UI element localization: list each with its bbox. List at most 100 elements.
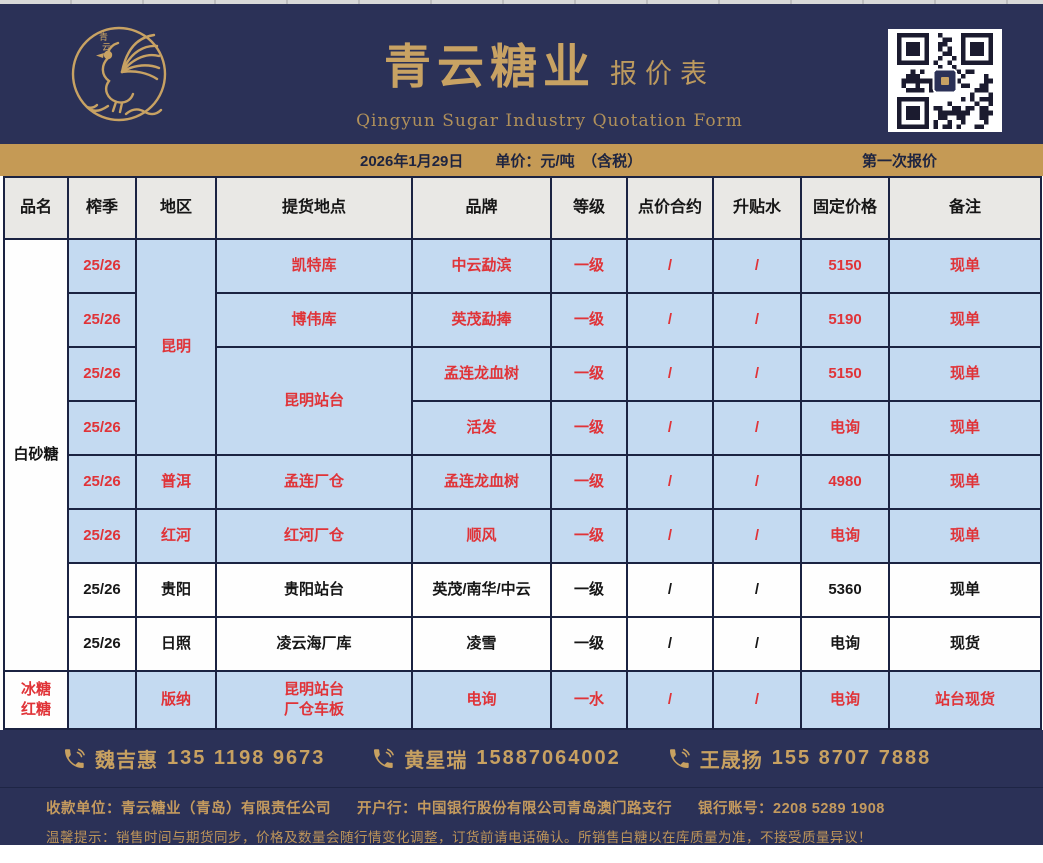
table-cell: 中云勐滨 bbox=[411, 238, 552, 294]
column-header: 固定价格 bbox=[800, 176, 890, 240]
table-cell: / bbox=[626, 508, 714, 564]
table-cell: 5360 bbox=[800, 562, 890, 618]
qr-code-icon bbox=[897, 32, 993, 129]
table-cell: 25/26 bbox=[67, 562, 137, 618]
table-cell: 凌云海厂库 bbox=[215, 616, 413, 672]
table-cell: 昆明 bbox=[135, 238, 217, 456]
table-cell: 一级 bbox=[550, 238, 628, 294]
notice-line: 温馨提示：销售时间与期货同步，价格及数量会随行情变化调整，订货前请电话确认。所销… bbox=[46, 830, 872, 845]
table-cell: 25/26 bbox=[67, 238, 137, 294]
table-cell: 一级 bbox=[550, 562, 628, 618]
table-cell: 冰糖 红糖 bbox=[3, 670, 69, 730]
table-cell: 一级 bbox=[550, 454, 628, 510]
table-cell: 4980 bbox=[800, 454, 890, 510]
table-cell: / bbox=[712, 292, 802, 348]
table-cell: 英茂/南华/中云 bbox=[411, 562, 552, 618]
table-cell: 贵阳站台 bbox=[215, 562, 413, 618]
table-cell: / bbox=[626, 454, 714, 510]
table-row: 25/26 活发 一级 / / 电询 现单 bbox=[4, 400, 1042, 456]
column-header: 点价合约 bbox=[626, 176, 714, 240]
table-cell: / bbox=[626, 562, 714, 618]
table-row: 25/26 红河 红河厂仓 顺风 一级 / / 电询 现单 bbox=[4, 508, 1042, 564]
price-unit: 单价：元/吨 （含税） bbox=[495, 152, 643, 170]
payee: 收款单位：青云糖业（青岛）有限责任公司 bbox=[46, 801, 331, 817]
contact-2: 黄星瑞 15887064002 bbox=[371, 744, 620, 773]
table-cell: 一级 bbox=[550, 508, 628, 564]
payment-info-line: 收款单位：青云糖业（青岛）有限责任公司 开户行：中国银行股份有限公司青岛澳门路支… bbox=[46, 797, 1043, 818]
qr-code bbox=[888, 29, 1002, 132]
table-cell: / bbox=[712, 670, 802, 730]
logo-char-bottom: 云 bbox=[102, 43, 111, 53]
app-header: 青 云 青云糖业 报价表 Qingyun Sugar Industry Quot… bbox=[0, 4, 1043, 144]
table-cell: 英茂勐捧 bbox=[411, 292, 552, 348]
contact-phone: 135 1198 9673 bbox=[167, 747, 326, 769]
column-header: 备注 bbox=[888, 176, 1042, 240]
table-cell: / bbox=[712, 346, 802, 402]
table-cell: 电询 bbox=[800, 508, 890, 564]
table-cell: 孟连厂仓 bbox=[215, 454, 413, 510]
table-cell: / bbox=[626, 400, 714, 456]
info-bar: 2026年1月29日 单价：元/吨 （含税） 第一次报价 bbox=[0, 144, 1043, 176]
table-cell: 一级 bbox=[550, 292, 628, 348]
table-cell: 25/26 bbox=[67, 454, 137, 510]
table-cell: 电询 bbox=[800, 400, 890, 456]
table-cell: / bbox=[712, 454, 802, 510]
table-cell: 现单 bbox=[888, 346, 1042, 402]
table-cell: 凯特库 bbox=[215, 238, 413, 294]
table-cell: 现单 bbox=[888, 400, 1042, 456]
table-cell bbox=[67, 670, 137, 730]
quote-date: 2026年1月29日 bbox=[360, 152, 464, 170]
table-cell: 贵阳 bbox=[135, 562, 217, 618]
table-cell: / bbox=[626, 670, 714, 730]
table-cell: 红河 bbox=[135, 508, 217, 564]
table-row: 25/26 昆明站台 孟连龙血树 一级 //5150 现单 bbox=[4, 346, 1042, 456]
column-header: 榨季 bbox=[67, 176, 137, 240]
table-cell: 25/26 bbox=[67, 400, 137, 456]
table-cell: 电询 bbox=[800, 616, 890, 672]
table-cell: 一级 bbox=[550, 616, 628, 672]
page-title-suffix: 报价表 bbox=[610, 59, 715, 90]
table-cell: 现单 bbox=[888, 454, 1042, 510]
column-header: 提货地点 bbox=[215, 176, 413, 240]
contact-name: 魏吉惠 bbox=[95, 750, 158, 772]
table-cell: / bbox=[712, 562, 802, 618]
table-cell: 5150 bbox=[800, 238, 890, 294]
bank: 开户行：中国银行股份有限公司青岛澳门路支行 bbox=[357, 801, 672, 817]
table-cell: 25/26 bbox=[67, 346, 137, 402]
table-cell: / bbox=[626, 238, 714, 294]
table-cell: 5150 bbox=[800, 346, 890, 402]
page-subtitle: Qingyun Sugar Industry Quotation Form bbox=[356, 111, 743, 131]
column-header: 品牌 bbox=[411, 176, 552, 240]
table-cell: 红河厂仓 bbox=[215, 508, 413, 564]
table-cell: 日照 bbox=[135, 616, 217, 672]
table-cell: / bbox=[712, 238, 802, 294]
column-header: 等级 bbox=[550, 176, 628, 240]
table-cell: 25/26 bbox=[67, 292, 137, 348]
table-cell: 一水 bbox=[550, 670, 628, 730]
table-cell: 昆明站台 bbox=[215, 346, 413, 456]
table-cell: 现单 bbox=[888, 562, 1042, 618]
table-row: 25/26 日照 凌云海厂库 凌雪 一级 / / 电询 现货 bbox=[4, 616, 1042, 672]
table-cell: 现单 bbox=[888, 292, 1042, 348]
table-cell: 现单 bbox=[888, 238, 1042, 294]
footer: 收款单位：青云糖业（青岛）有限责任公司 开户行：中国银行股份有限公司青岛澳门路支… bbox=[0, 787, 1043, 845]
table-cell: 普洱 bbox=[135, 454, 217, 510]
table-row: 25/26 普洱 孟连厂仓 孟连龙血树 一级 //4980 现单 bbox=[4, 454, 1042, 510]
table-cell: 25/26 bbox=[67, 508, 137, 564]
table-cell: 昆明站台 厂仓车板 bbox=[215, 670, 413, 730]
title-block: 青云糖业 报价表 Qingyun Sugar Industry Quotatio… bbox=[28, 28, 1043, 131]
contact-1: 魏吉惠 135 1198 9673 bbox=[62, 744, 325, 773]
contact-name: 黄星瑞 bbox=[404, 750, 468, 772]
table-cell: 白砂糖 bbox=[3, 238, 69, 672]
quote-table: 品名 榨季 地区 提货地点 品牌 等级 点价合约 升贴水 固定价格 备注 白砂糖 25/26 昆明 凯特… bbox=[3, 176, 1042, 730]
table-cell: / bbox=[712, 616, 802, 672]
table-cell: 5190 bbox=[800, 292, 890, 348]
table-cell: 顺风 bbox=[411, 508, 552, 564]
company-logo: 青 云 bbox=[66, 22, 172, 128]
quote-round: 第一次报价 bbox=[861, 152, 937, 170]
table-row: 25/26 贵阳 贵阳站台 英茂/南华/中云 一级 //5360 现单 bbox=[4, 562, 1042, 618]
logo-char-top: 青 bbox=[99, 31, 108, 43]
quote-table-wrap: 品名 榨季 地区 提货地点 品牌 等级 点价合约 升贴水 固定价格 备注 白砂糖 25/26 昆明 凯特… bbox=[0, 176, 1043, 730]
table-cell: 电询 bbox=[800, 670, 890, 730]
phone-icon bbox=[669, 748, 690, 768]
